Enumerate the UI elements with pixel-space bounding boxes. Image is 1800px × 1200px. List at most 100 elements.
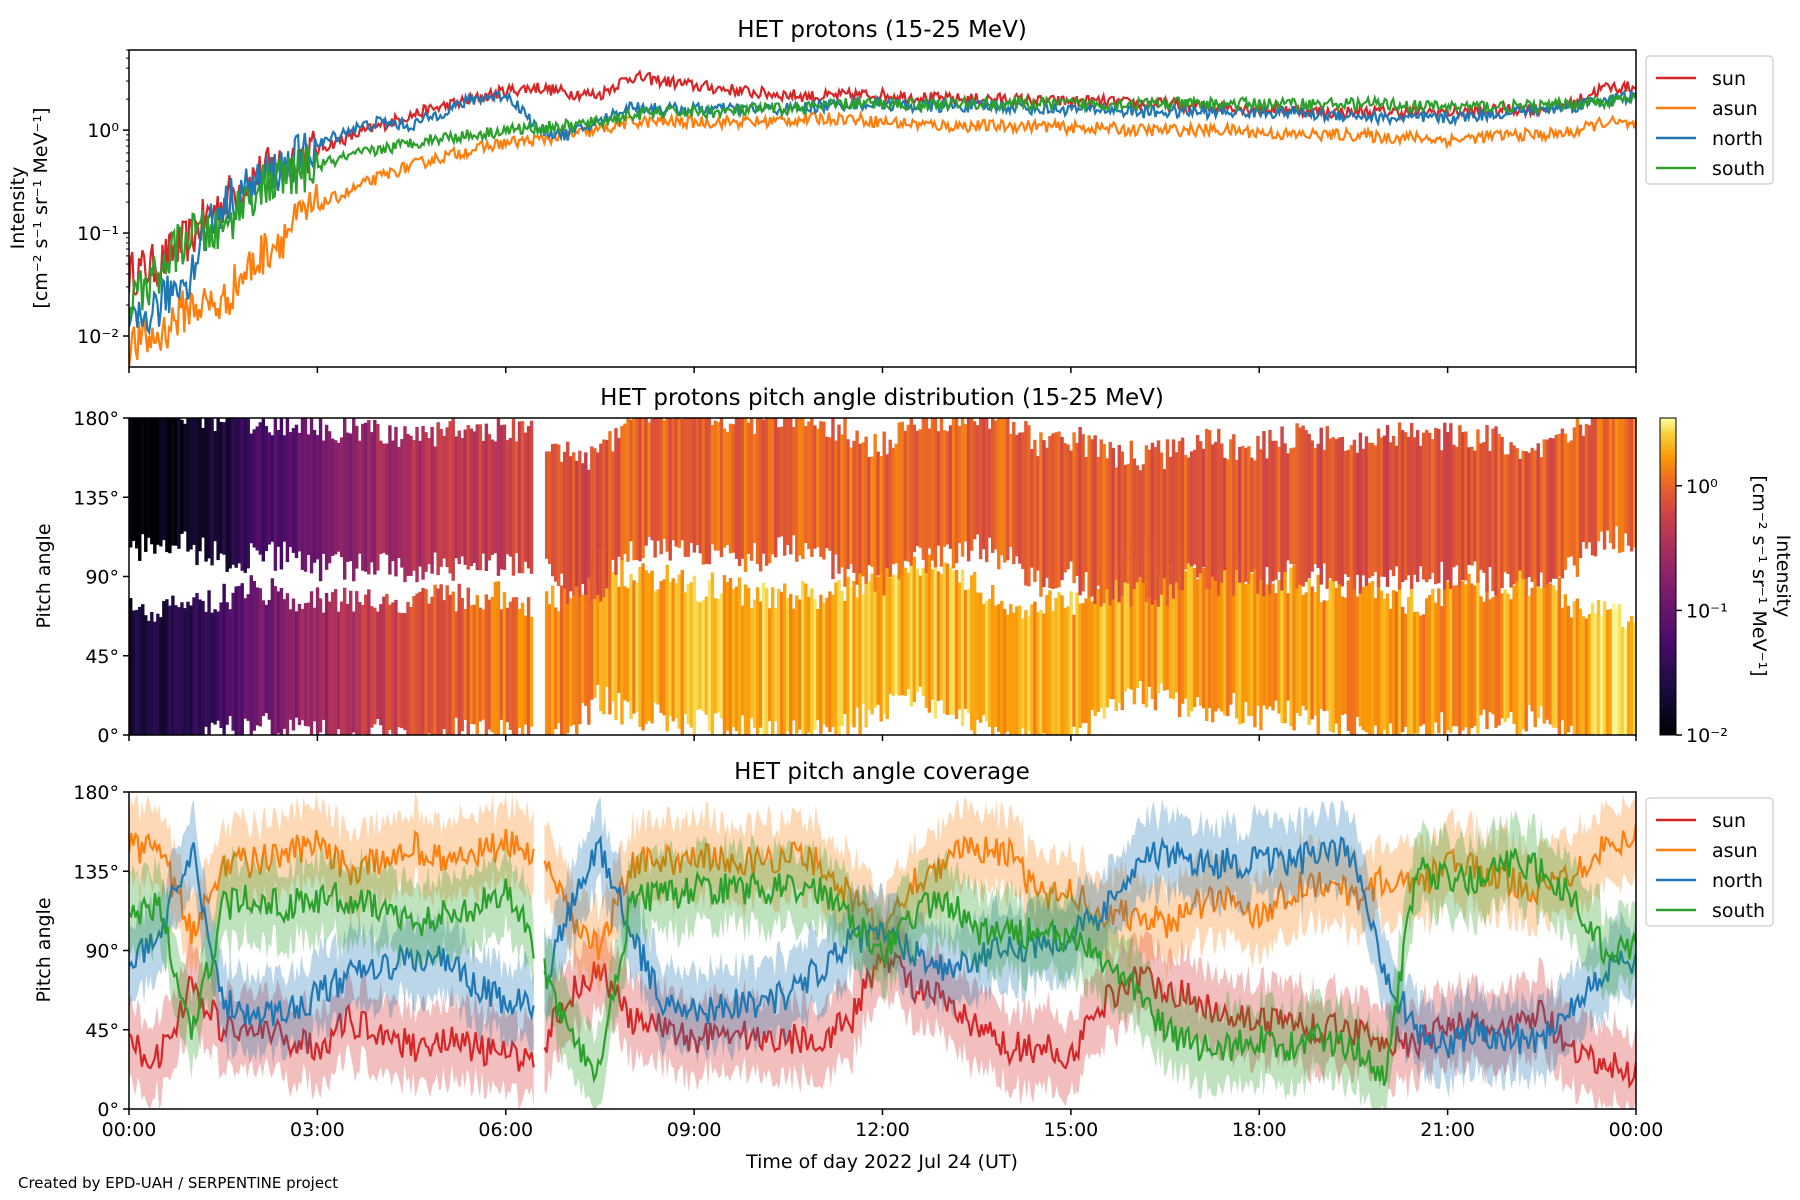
heatmap-cell <box>909 553 914 707</box>
legend-box <box>1645 797 1774 927</box>
heatmap-cell <box>641 418 645 559</box>
heatmap-cell <box>813 425 817 549</box>
heatmap-cell <box>162 601 166 735</box>
heatmap-cell <box>1138 563 1143 681</box>
heatmap-cell <box>436 422 440 576</box>
heatmap-cell <box>195 418 199 565</box>
heatmap-cell <box>1159 452 1164 595</box>
heatmap-cell <box>243 598 247 719</box>
heatmap-cell <box>219 602 223 728</box>
heatmap-cell <box>1614 609 1619 735</box>
heatmap-cell <box>1123 563 1128 692</box>
heatmap-cell <box>349 590 353 735</box>
xtick-label: 06:00 <box>478 1119 533 1141</box>
heatmap-cell <box>189 605 193 735</box>
heatmap-cell <box>339 601 344 735</box>
heatmap-cell <box>686 418 690 557</box>
heatmap-cell <box>1006 614 1010 732</box>
heatmap-cell <box>550 585 555 735</box>
xtick-label: 15:00 <box>1043 1119 1098 1141</box>
heatmap-cell <box>255 587 259 726</box>
heatmap-cell <box>1364 586 1369 733</box>
heatmap-cell <box>1066 606 1070 735</box>
heatmap-cell <box>1569 440 1574 557</box>
heatmap-cell <box>1581 435 1586 542</box>
heatmap-cell <box>1135 465 1140 583</box>
heatmap-cell <box>653 591 657 703</box>
heatmap-cell <box>1009 604 1013 735</box>
heatmap-cell <box>635 418 639 560</box>
heatmap-cell <box>309 591 314 735</box>
heatmap-cell <box>1497 434 1501 590</box>
heatmap-cell <box>333 589 338 735</box>
heatmap-cell <box>183 608 187 735</box>
heatmap-cell <box>1277 580 1281 714</box>
heatmap-cell <box>367 589 371 735</box>
heatmap-cell <box>906 424 911 562</box>
heatmap-cell <box>1458 573 1462 735</box>
heatmap-cell <box>1238 447 1242 583</box>
heatmap-cell <box>822 421 826 560</box>
heatmap-cell <box>981 418 986 550</box>
panel1-title: HET protons (15-25 MeV) <box>737 17 1027 43</box>
heatmap-cell <box>433 584 437 735</box>
heatmap-cell <box>1201 567 1206 709</box>
heatmap-cell <box>680 419 684 541</box>
heatmap-cell <box>1542 439 1546 588</box>
heatmap-cell <box>1168 563 1173 699</box>
heatmap-cell <box>234 418 238 568</box>
heatmap-cell <box>1446 432 1450 581</box>
heatmap-cell <box>358 602 362 735</box>
heatmap-cell <box>261 600 266 716</box>
heatmap-cell <box>1464 431 1468 581</box>
heatmap-cell <box>523 432 528 562</box>
heatmap-cell <box>912 556 917 702</box>
heatmap-cell <box>605 439 609 589</box>
heatmap-cell <box>168 418 172 554</box>
heatmap-cell <box>472 604 477 725</box>
heatmap-cell <box>1244 584 1248 703</box>
xtick-label: 00:00 <box>102 1119 157 1141</box>
heatmap-cell <box>804 426 808 543</box>
heatmap-cell <box>1162 469 1167 579</box>
heatmap-cell <box>439 428 443 567</box>
heatmap-cell <box>487 434 492 561</box>
heatmap-cell <box>198 599 202 735</box>
heatmap-cell <box>306 434 311 555</box>
heatmap-cell <box>138 418 142 561</box>
heatmap-cell <box>900 421 904 575</box>
heatmap-cell <box>1470 446 1474 566</box>
heatmap-cell <box>801 418 805 560</box>
heatmap-cell <box>840 590 844 726</box>
heatmap-cell <box>1364 436 1369 587</box>
heatmap-cell <box>1021 618 1025 729</box>
heatmap-cell <box>963 424 968 542</box>
heatmap-cell <box>1081 434 1085 592</box>
heatmap-cell <box>1376 580 1381 735</box>
heatmap-cell <box>144 418 148 552</box>
heatmap-cell <box>846 576 850 735</box>
heatmap-cell <box>891 447 895 565</box>
panel-intensity: HET protons (15-25 MeV) 10⁻² 10⁻¹ 10⁰ Inte… <box>7 17 1774 373</box>
heatmap-cell <box>951 570 956 715</box>
heatmap-cell <box>502 424 507 570</box>
heatmap-cell <box>1406 436 1411 576</box>
heatmap-cell <box>1361 448 1366 576</box>
heatmap-cell <box>1069 450 1073 562</box>
heatmap-cell <box>1105 458 1109 590</box>
heatmap-cell <box>1186 457 1191 564</box>
heatmap-cell <box>225 418 229 572</box>
heatmap-cell <box>556 611 561 724</box>
heatmap-cell <box>469 605 473 724</box>
panel2-data <box>129 418 1636 735</box>
heatmap-cell <box>635 582 639 712</box>
heatmap-cell <box>370 606 374 728</box>
heatmap-cell <box>1415 611 1420 734</box>
heatmap-cell <box>1611 603 1616 735</box>
heatmap-cell <box>780 426 784 537</box>
heatmap-cell <box>448 594 452 735</box>
heatmap-cell <box>933 418 938 568</box>
heatmap-cell <box>1566 605 1571 733</box>
heatmap-cell <box>210 418 214 566</box>
heatmap-cell <box>1313 447 1317 565</box>
